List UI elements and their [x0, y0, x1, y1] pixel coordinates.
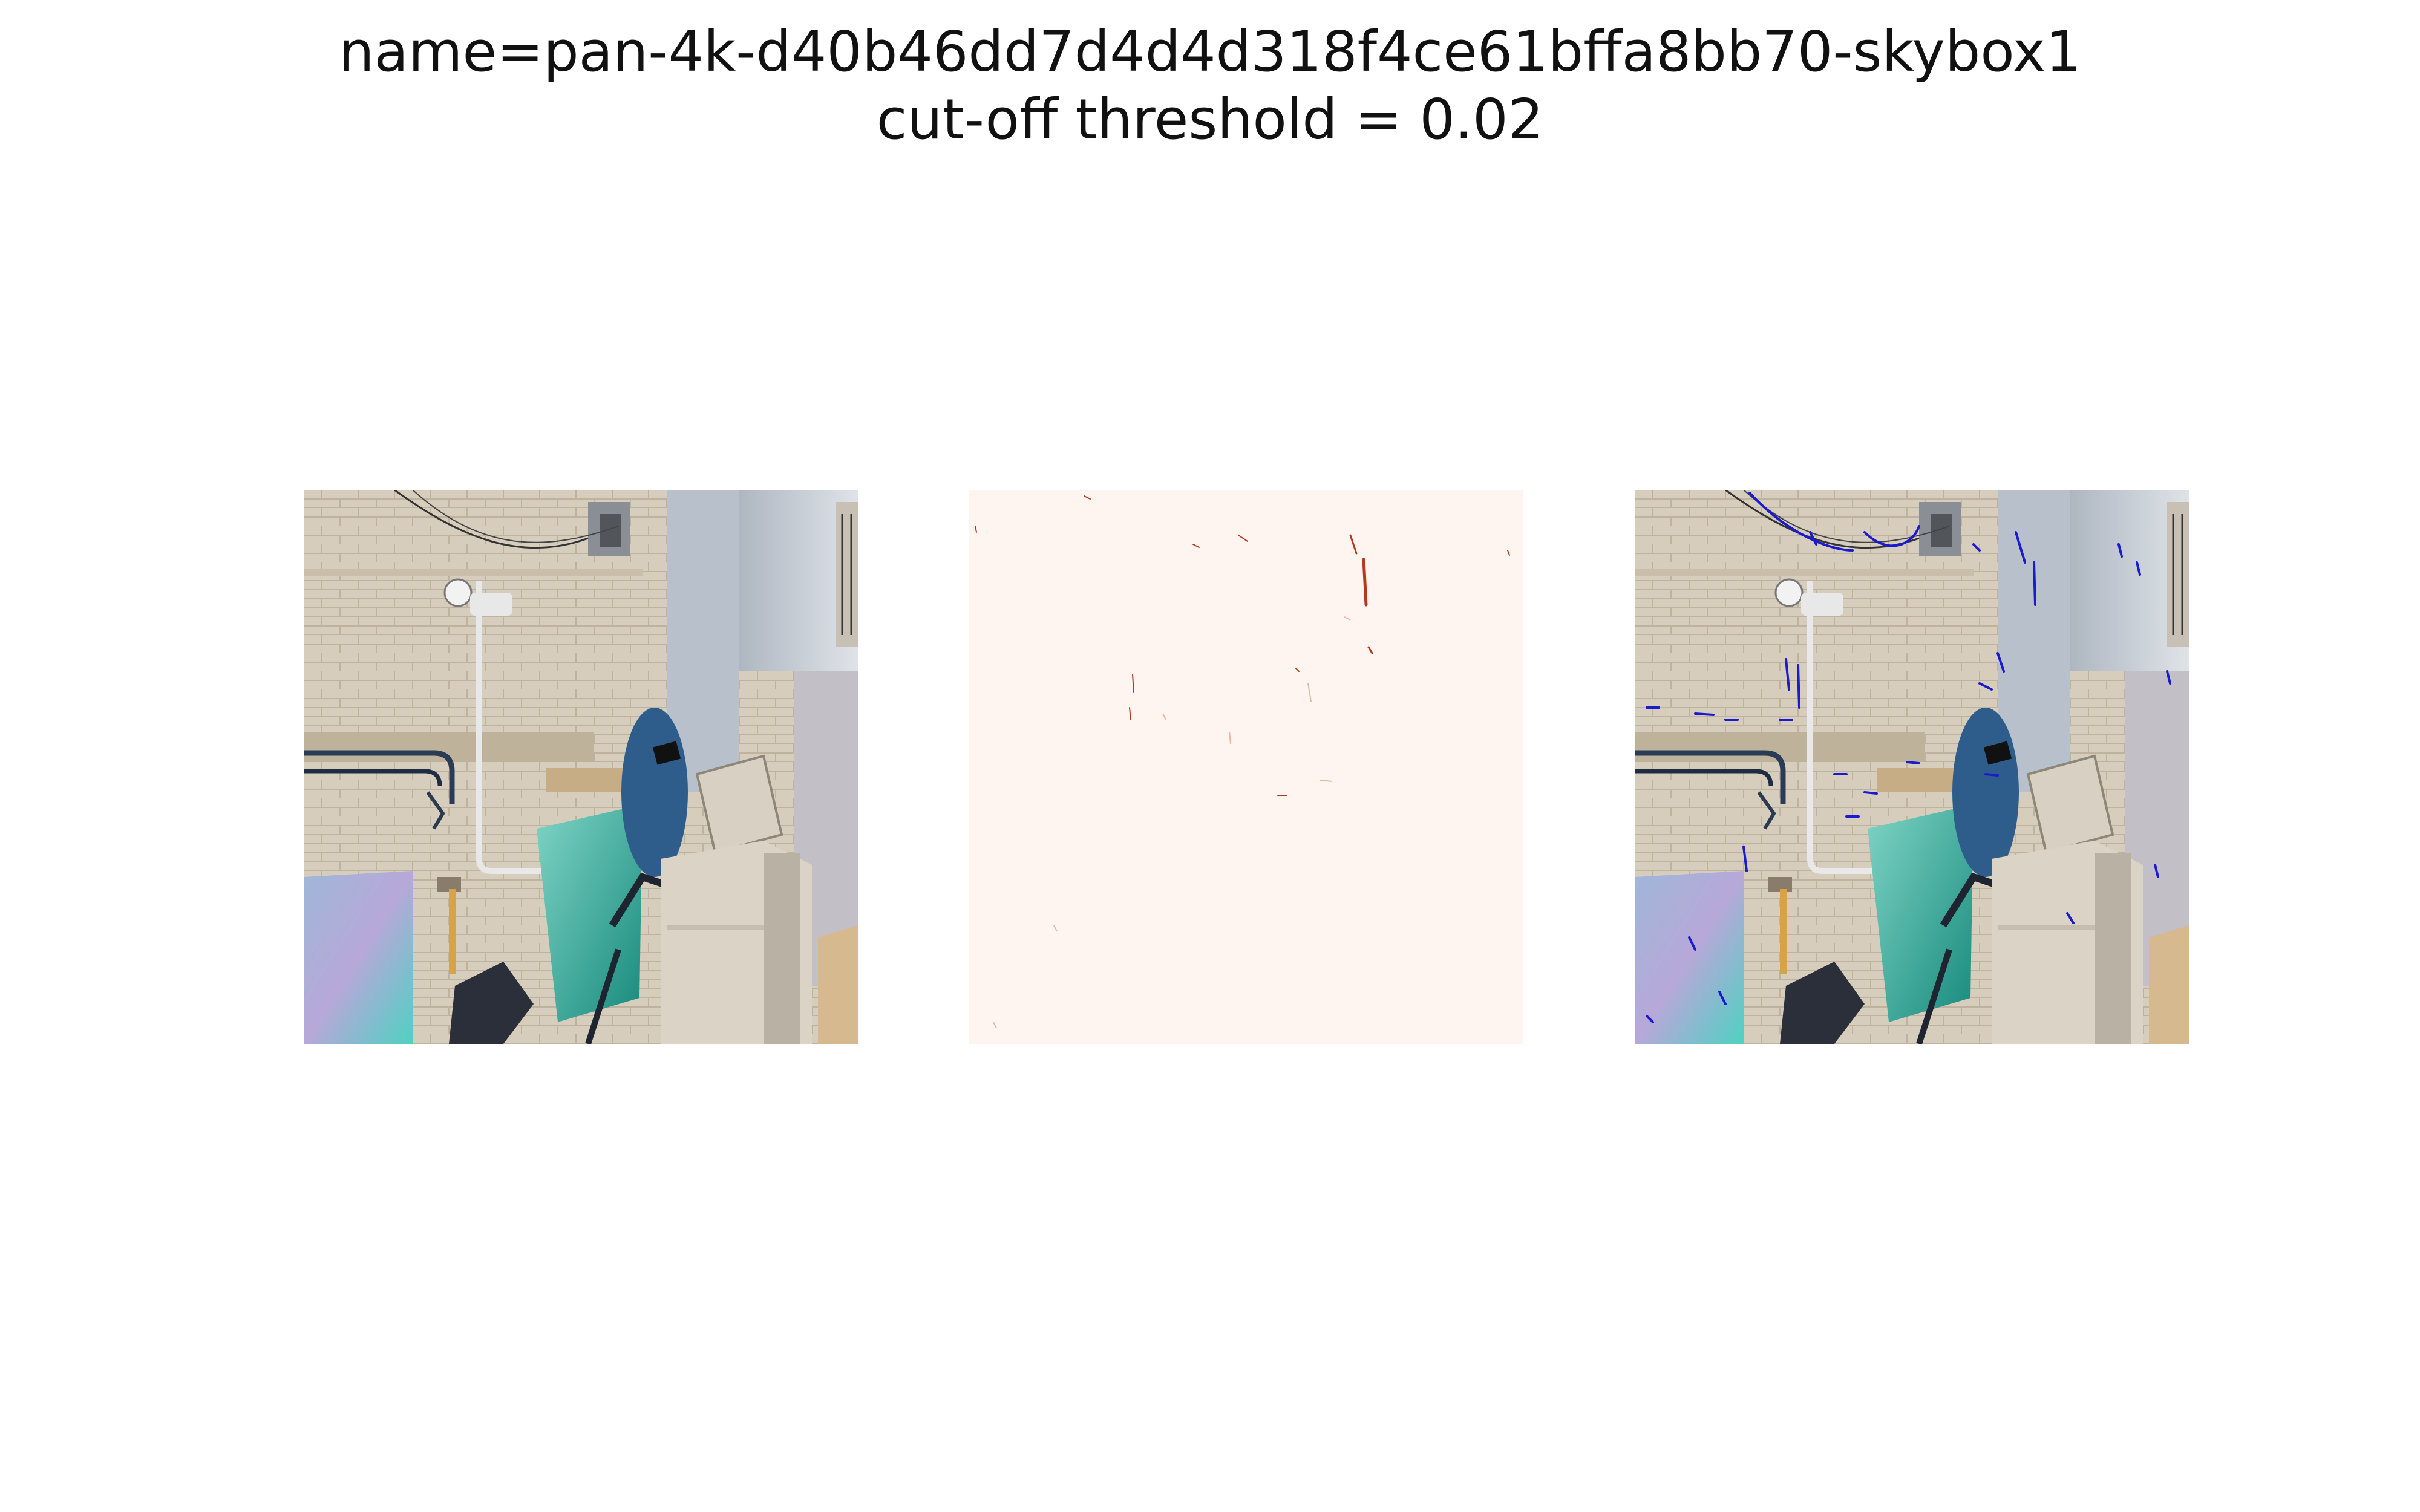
- original-image: [304, 490, 858, 1044]
- figure-title-line-1: name=pan-4k-d40b46dd7d4d4d318f4ce61bffa8…: [339, 19, 2081, 84]
- overlay-image-panel: [1635, 490, 2189, 1044]
- figure-title-line-2: cut-off threshold = 0.02: [876, 87, 1544, 152]
- difference-heatmap: [969, 490, 1523, 1044]
- original-image-panel: [304, 490, 858, 1044]
- figure-title: name=pan-4k-d40b46dd7d4d4d318f4ce61bffa8…: [0, 18, 2420, 154]
- overlay-image: [1635, 490, 2189, 1044]
- difference-heatmap-panel: [969, 490, 1523, 1044]
